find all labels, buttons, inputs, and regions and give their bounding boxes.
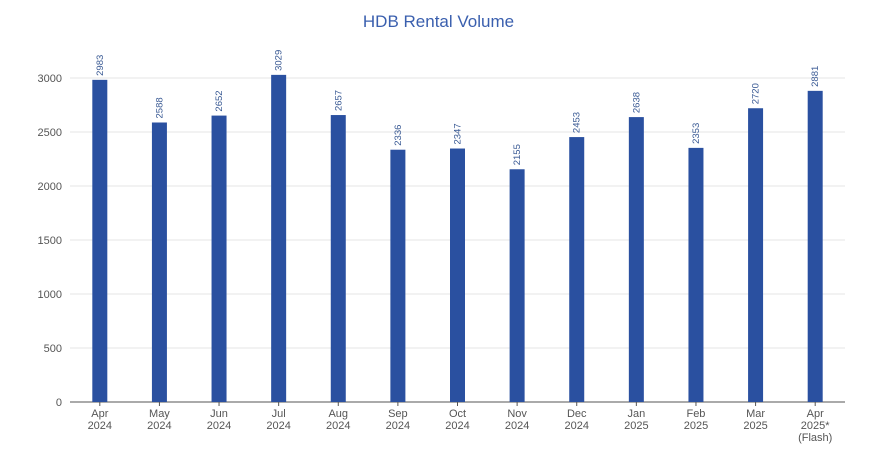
bar: [748, 108, 764, 403]
chart-title: HDB Rental Volume: [362, 12, 515, 31]
y-tick-label: 1500: [38, 235, 62, 247]
x-tick-label: Feb 2025: [684, 408, 708, 432]
data-label: 2657: [333, 90, 344, 111]
x-tick-label: Mar 2025: [743, 408, 767, 432]
data-label: 2453: [572, 112, 583, 133]
x-tick-label: Jun 2024: [207, 408, 231, 432]
y-tick-label: 1000: [38, 289, 62, 301]
data-label: 2881: [810, 66, 821, 87]
x-tick-label: Oct 2024: [445, 408, 469, 432]
bar: [688, 147, 704, 402]
data-label: 2983: [95, 55, 106, 76]
data-label: 2155: [512, 144, 523, 165]
x-tick-label: Jul 2024: [266, 408, 290, 432]
bar: [450, 148, 465, 402]
bar: [211, 115, 227, 403]
bar: [271, 74, 287, 403]
bar: [151, 122, 167, 402]
x-tick-label: May 2024: [147, 408, 171, 432]
bar: [390, 149, 406, 402]
data-label: 2347: [453, 123, 464, 144]
data-label: 2336: [393, 125, 404, 146]
x-tick-label: Apr 2025* (Flash): [798, 408, 832, 444]
bar: [628, 117, 644, 402]
x-tick-label: Sep 2024: [386, 408, 410, 432]
y-tick-label: 2000: [38, 181, 62, 193]
y-tick-label: 2500: [38, 127, 62, 139]
data-labels: 2983 2588 2652 3029 2657 2336 2347 2155 2453 2638…: [95, 50, 821, 166]
data-label: 2652: [214, 90, 225, 111]
x-tick-label: Aug 2024: [326, 408, 350, 432]
y-axis-ticks: 0 500 1000 1500 2000 2500 3000: [38, 73, 62, 409]
data-label: 2638: [631, 92, 642, 113]
x-tick-label: Apr 2024: [88, 408, 112, 432]
data-label: 2588: [154, 97, 165, 118]
x-tick-label: Nov 2024: [505, 408, 529, 432]
y-tick-label: 0: [56, 397, 62, 409]
data-label: 3029: [274, 50, 285, 71]
x-tick-label: Dec 2024: [564, 408, 588, 432]
bar: [509, 169, 525, 402]
x-tick-label: Jan 2025: [624, 408, 648, 432]
y-tick-label: 500: [44, 343, 62, 355]
y-tick-label: 3000: [38, 73, 62, 85]
bar: [92, 79, 108, 402]
bars: [92, 74, 823, 403]
bar: [330, 115, 346, 402]
data-label: 2720: [751, 83, 762, 104]
bar: [569, 137, 585, 403]
x-axis-ticks: Apr 2024 May 2024 Jun 2024 Jul 2024 Aug 2024 Sep 20…: [88, 402, 832, 444]
bar: [807, 90, 823, 403]
data-label: 2353: [691, 123, 702, 144]
